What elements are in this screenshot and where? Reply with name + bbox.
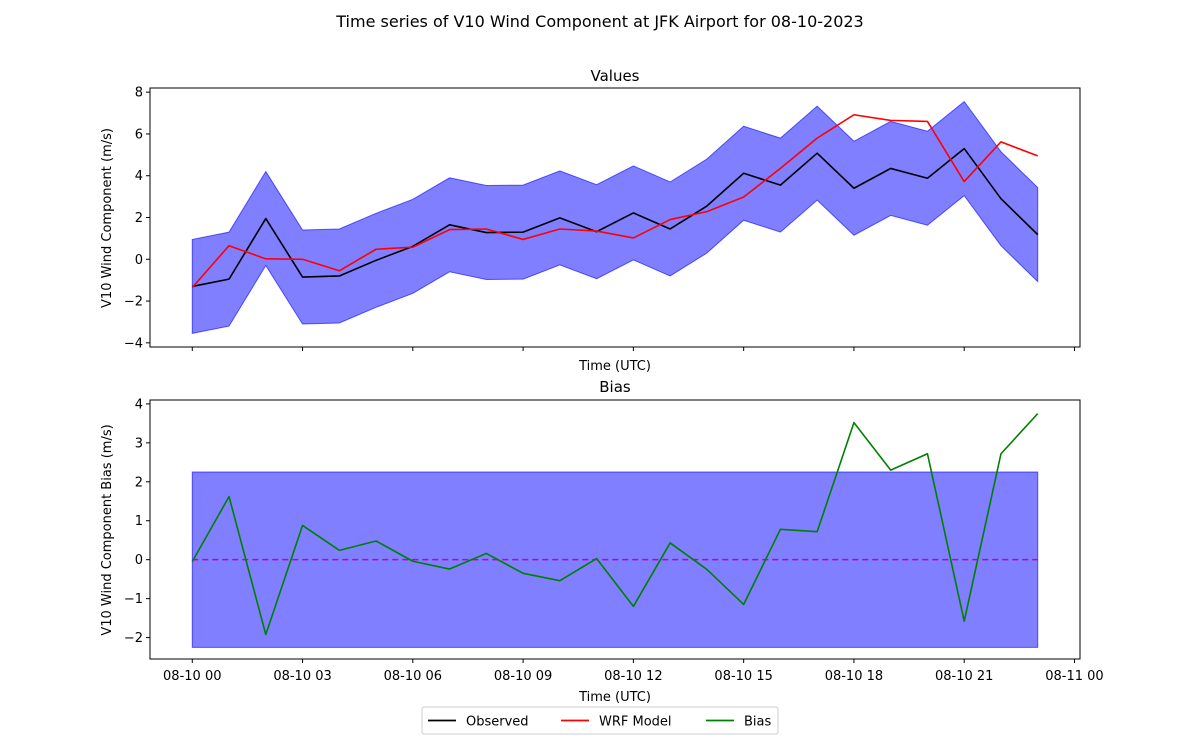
bias-x-ticks: 08-10 00 08-10 03 08-10 06 08-10 09 08-10 12… [163, 659, 1104, 684]
y-tick-label: −2 [124, 295, 143, 310]
series-line-bias [191, 413, 1039, 636]
y-tick-label: 4 [135, 397, 143, 412]
legend-label-wrf-model: WRF Model [599, 715, 672, 730]
x-tick-label: 08-10 09 [494, 669, 552, 684]
bias-x-axis-label: Time (UTC) [578, 690, 651, 705]
y-tick-label: 2 [135, 475, 143, 490]
y-tick-label: 0 [135, 553, 143, 568]
y-tick-label: 2 [135, 211, 143, 226]
legend-entries: Observed WRF Model Bias [428, 715, 771, 730]
bias-y-ticks: −2 −1 0 1 2 3 4 [124, 397, 150, 646]
y-tick-label: 4 [135, 169, 143, 184]
values-x-ticks [191, 347, 1075, 351]
x-tick-label: 08-10 15 [714, 669, 772, 684]
bias-series-lines [191, 413, 1039, 636]
x-tick-label: 08-10 06 [384, 669, 442, 684]
values-band-area [191, 100, 1039, 335]
values-panel: Values −4 −2 0 2 4 6 8 Time (UTC) V10 Wind Com… [100, 67, 1081, 374]
x-tick-label: 08-11 00 [1045, 669, 1103, 684]
legend-label-bias: Bias [744, 715, 771, 730]
values-uncertainty-band [191, 100, 1039, 335]
figure-title: Time series of V10 Wind Component at JFK… [335, 12, 863, 31]
values-panel-title: Values [590, 67, 639, 85]
y-tick-label: 8 [135, 86, 143, 101]
y-tick-label: 6 [135, 127, 143, 142]
values-series-lines [191, 113, 1039, 288]
y-tick-label: −4 [124, 336, 143, 351]
values-x-axis-label: Time (UTC) [578, 359, 651, 374]
y-tick-label: 0 [135, 253, 143, 268]
legend-label-observed: Observed [466, 715, 529, 730]
x-tick-label: 08-10 21 [935, 669, 993, 684]
series-line-observed [192, 147, 1039, 288]
y-tick-label: −1 [124, 592, 143, 607]
y-tick-label: 1 [135, 514, 143, 529]
legend-box [421, 706, 779, 735]
y-tick-label: −2 [124, 631, 143, 646]
values-y-ticks: −4 −2 0 2 4 6 8 [124, 86, 150, 351]
bias-plot-frame [149, 399, 1081, 660]
values-y-axis-label: V10 Wind Component (m/s) [100, 128, 115, 308]
series-line-wrf-model [191, 113, 1039, 288]
x-tick-label: 08-10 18 [825, 669, 883, 684]
bias-panel-title: Bias [599, 378, 631, 396]
x-tick-label: 08-10 12 [604, 669, 662, 684]
x-tick-label: 08-10 00 [163, 669, 221, 684]
legend: Observed WRF Model Bias [421, 706, 779, 735]
bias-y-axis-label: V10 Wind Component Bias (m/s) [100, 424, 115, 635]
y-tick-label: 3 [135, 436, 143, 451]
x-tick-label: 08-10 03 [273, 669, 331, 684]
